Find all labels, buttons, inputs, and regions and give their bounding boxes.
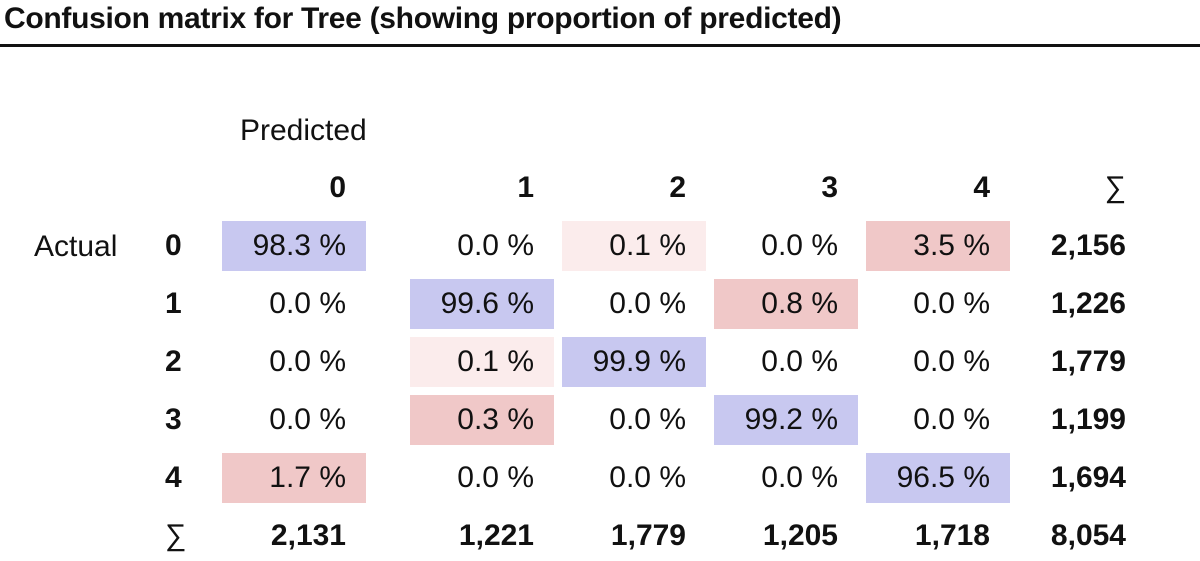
column-header: 2 bbox=[669, 171, 686, 204]
title-divider bbox=[0, 44, 1200, 47]
matrix-cell: 99.9 % bbox=[562, 337, 706, 387]
matrix-cell: 0.0 % bbox=[457, 229, 534, 262]
row-total: 1,199 bbox=[1050, 403, 1126, 436]
row-total: 1,779 bbox=[1050, 345, 1126, 378]
matrix-cell: 0.0 % bbox=[913, 403, 990, 436]
matrix-cell: 0.0 % bbox=[457, 461, 534, 494]
row-header: 0 bbox=[165, 229, 182, 262]
row-header: 3 bbox=[165, 403, 182, 436]
matrix-cell: 0.0 % bbox=[761, 345, 838, 378]
page-title: Confusion matrix for Tree (showing propo… bbox=[4, 2, 842, 35]
matrix-cell: 0.0 % bbox=[609, 287, 686, 320]
matrix-cell: 0.0 % bbox=[269, 287, 346, 320]
matrix-cell: 3.5 % bbox=[866, 221, 1010, 271]
matrix-cell: 0.0 % bbox=[761, 229, 838, 262]
matrix-cell: 0.3 % bbox=[410, 395, 554, 445]
column-header: 3 bbox=[821, 171, 838, 204]
matrix-cell: 0.0 % bbox=[913, 345, 990, 378]
matrix-cell: 0.0 % bbox=[913, 287, 990, 320]
row-header-sum: ∑ bbox=[165, 519, 187, 552]
column-total: 1,205 bbox=[762, 519, 838, 552]
matrix-cell: 0.0 % bbox=[269, 345, 346, 378]
matrix-cell: 99.2 % bbox=[714, 395, 858, 445]
matrix-cell: 0.0 % bbox=[761, 461, 838, 494]
matrix-cell: 0.1 % bbox=[562, 221, 706, 271]
matrix-cell: 98.3 % bbox=[222, 221, 366, 271]
column-total: 1,779 bbox=[610, 519, 686, 552]
matrix-cell: 96.5 % bbox=[866, 453, 1010, 503]
actual-axis-label: Actual bbox=[34, 230, 118, 263]
column-header: 0 bbox=[329, 171, 346, 204]
column-header: 4 bbox=[973, 171, 990, 204]
row-header: 4 bbox=[165, 461, 182, 494]
column-total: 1,718 bbox=[914, 519, 990, 552]
matrix-cell: 99.6 % bbox=[410, 279, 554, 329]
matrix-cell: 0.0 % bbox=[609, 461, 686, 494]
matrix-cell: 0.8 % bbox=[714, 279, 858, 329]
row-total: 1,694 bbox=[1050, 461, 1126, 494]
row-header: 1 bbox=[165, 287, 182, 320]
grand-total: 8,054 bbox=[1050, 519, 1126, 552]
column-total: 2,131 bbox=[270, 519, 346, 552]
column-total: 1,221 bbox=[458, 519, 534, 552]
matrix-cell: 0.0 % bbox=[609, 403, 686, 436]
row-header: 2 bbox=[165, 345, 182, 378]
column-header-sum: ∑ bbox=[1104, 171, 1126, 204]
matrix-cell: 0.0 % bbox=[269, 403, 346, 436]
matrix-cell: 0.1 % bbox=[410, 337, 554, 387]
column-header: 1 bbox=[517, 171, 534, 204]
row-total: 2,156 bbox=[1050, 229, 1126, 262]
matrix-cell: 1.7 % bbox=[222, 453, 366, 503]
row-total: 1,226 bbox=[1050, 287, 1126, 320]
predicted-axis-label: Predicted bbox=[240, 114, 367, 147]
